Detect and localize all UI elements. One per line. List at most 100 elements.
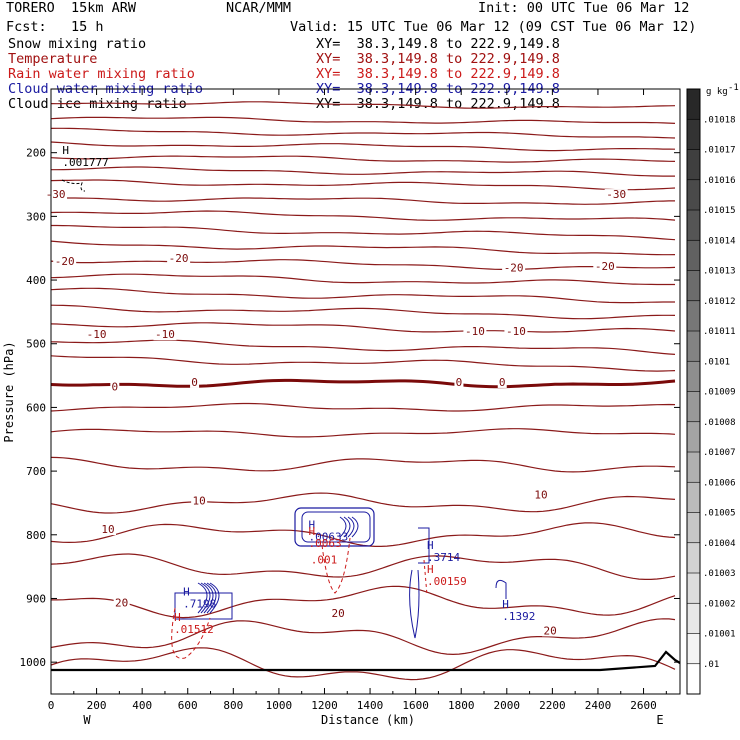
extremum-value: .00159 — [427, 575, 467, 588]
isotherm-line — [50, 179, 676, 191]
isotherm-line — [50, 304, 676, 320]
x-axis-title: Distance (km) — [321, 713, 415, 727]
colorbar-cell — [687, 391, 700, 423]
x-tick-label: 1800 — [448, 699, 475, 712]
isotherm-line — [50, 287, 675, 304]
colorbar-cell — [687, 603, 700, 634]
colorbar-unit-exponent: -1 — [728, 83, 739, 93]
colorbar-label: .01005 — [703, 509, 736, 519]
colorbar-label: .01007 — [703, 448, 736, 458]
temperature-label: 0 — [191, 376, 198, 389]
colorbar-cell — [687, 240, 700, 271]
cloud-water-contour — [206, 582, 217, 614]
plot-frame — [50, 88, 681, 695]
temperature-label-bg — [110, 381, 120, 393]
colorbar-unit: g kg — [706, 87, 728, 97]
colorbar-label: .01012 — [703, 297, 736, 307]
x-tick-label: 800 — [223, 699, 243, 712]
y-tick-label: 1000 — [20, 656, 47, 669]
isotherm-line — [50, 210, 676, 221]
isotherm-line — [50, 273, 675, 286]
x-tick-label: 400 — [132, 699, 152, 712]
temperature-label: 20 — [115, 596, 128, 609]
colorbar-cell — [687, 300, 700, 332]
temperature-label: -30 — [606, 188, 626, 201]
temperature-label: -10 — [155, 328, 175, 341]
extremum-marker: H — [62, 144, 69, 157]
isotherm-line — [50, 259, 676, 271]
x-tick-label: 1400 — [357, 699, 384, 712]
temperature-label: -10 — [506, 325, 526, 338]
colorbar-cell — [687, 452, 700, 483]
field-name-rain: Rain water mixing ratio — [8, 66, 195, 82]
colorbar-label: .01014 — [703, 236, 736, 246]
colorbar-cell — [687, 179, 700, 211]
valid-time: Valid: 15 UTC Tue 06 Mar 12 (09 CST Tue … — [290, 19, 697, 35]
colorbar-cell — [687, 89, 700, 120]
colorbar-cell — [687, 331, 700, 362]
colorbar-label: .01015 — [703, 206, 736, 216]
extremum-value: .00633 — [309, 530, 349, 543]
isotherm-line — [50, 141, 676, 152]
isotherm-line — [50, 402, 676, 412]
temperature-label-bg — [190, 376, 200, 388]
colorbar-label: .01018 — [703, 115, 736, 125]
colorbar-label: .01016 — [703, 176, 736, 186]
isotherm-line — [50, 618, 676, 656]
colorbar-label: .01004 — [703, 539, 736, 549]
temperature-label-bg — [504, 326, 528, 337]
colorbar-label: .01011 — [703, 327, 736, 337]
isotherm-line — [50, 492, 676, 514]
extremum-value: .01512 — [174, 623, 214, 636]
extremum-marker: H — [309, 518, 316, 531]
temperature-label-bg — [604, 189, 628, 201]
temperature-label-bg — [497, 376, 507, 388]
temperature-label-bg — [153, 329, 177, 341]
temperature-label: 20 — [332, 607, 345, 620]
isotherm-line — [50, 101, 676, 109]
temperature-label: 20 — [543, 624, 556, 637]
cloud-water-contour — [418, 527, 430, 564]
isotherm-line — [50, 522, 676, 547]
extremum-value: .7198 — [183, 597, 216, 610]
x-tick-label: 2400 — [585, 699, 612, 712]
temperature-label: 10 — [193, 494, 206, 507]
isotherm-line — [51, 197, 675, 205]
cloud-water-contour — [203, 582, 214, 614]
forecast-hour: Fcst: 15 h — [6, 19, 104, 35]
colorbar-cell — [687, 482, 700, 513]
x-tick-label: 2200 — [539, 699, 566, 712]
x-axis-left-end: W — [83, 713, 91, 727]
extremum-value: .0063 — [309, 537, 342, 550]
x-tick-label: 0 — [48, 699, 55, 712]
field-xy-snow: XY= 38.3,149.8 to 222.9,149.8 — [316, 36, 560, 52]
colorbar-label: .01002 — [703, 599, 736, 609]
extremum-marker: H — [427, 539, 434, 552]
colorbar: .01 .01001 .01002 .01003 .01004 .01005 .01006.… — [686, 83, 739, 695]
isotherm-line — [50, 553, 676, 580]
y-tick-label: 200 — [26, 147, 46, 160]
temperature-label-bg — [454, 376, 464, 388]
temperature-label: 10 — [101, 523, 114, 536]
colorbar-label: .01003 — [703, 569, 736, 579]
moisture-contours — [61, 179, 507, 659]
y-tick-label: 500 — [26, 338, 46, 351]
field-name-snow: Snow mixing ratio — [8, 36, 147, 52]
isotherm-line — [51, 585, 676, 619]
field-name-temperature: Temperature — [8, 51, 98, 67]
rain-contour — [321, 537, 351, 594]
cloud-water-contour — [409, 569, 420, 639]
colorbar-label: .01 — [703, 660, 719, 670]
extremum-marker: H — [427, 563, 434, 576]
colorbar-label: .0101 — [703, 357, 730, 367]
colorbar-cell — [687, 119, 700, 150]
isotherm-line — [50, 355, 676, 372]
extremum-marker: H — [183, 585, 190, 598]
temperature-label-bg — [502, 262, 526, 274]
isotherm-line — [50, 339, 676, 355]
isotherm-line — [50, 456, 676, 473]
cloud-water-contour — [301, 511, 371, 543]
temperature-contours — [50, 101, 681, 681]
temperature-label-bg — [330, 608, 347, 620]
